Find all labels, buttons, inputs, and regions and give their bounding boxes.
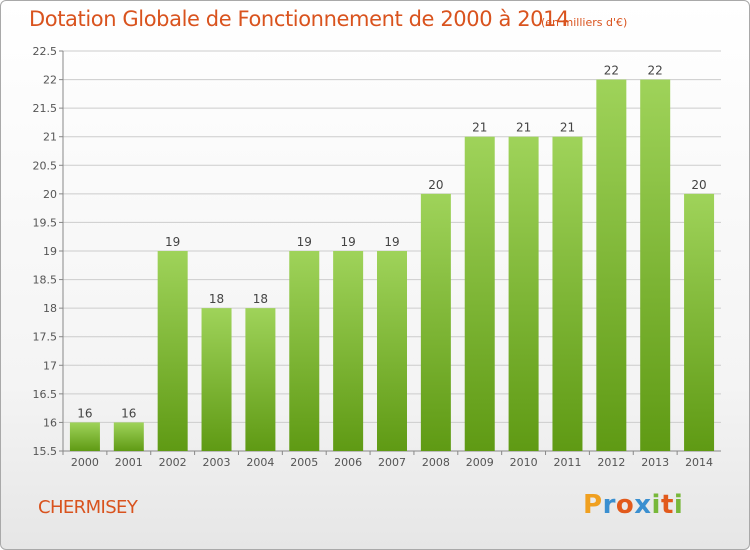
logo-letter: x (634, 490, 652, 520)
logo-letter: t (660, 490, 674, 520)
x-tick-label: 2000 (71, 456, 99, 469)
x-tick-label: 2007 (378, 456, 406, 469)
bar-2013 (640, 79, 671, 452)
bar-2003 (201, 308, 232, 451)
bar-2006 (333, 251, 364, 451)
data-label: 19 (297, 235, 312, 249)
x-tick-label: 2001 (115, 456, 143, 469)
y-tick-label: 18.5 (33, 274, 58, 287)
data-label: 19 (165, 235, 180, 249)
y-tick-label: 16.5 (33, 388, 58, 401)
y-tick-label: 15.5 (33, 445, 58, 458)
y-tick-label: 19.5 (33, 216, 58, 229)
x-tick-label: 2014 (685, 456, 713, 469)
bar-2014 (684, 193, 715, 451)
y-tick-label: 17.5 (33, 331, 58, 344)
data-label: 21 (472, 121, 487, 135)
chart-title: Dotation Globale de Fonctionnement de 20… (29, 7, 570, 31)
y-tick-label: 19 (43, 245, 57, 258)
y-tick-label: 21.5 (33, 102, 58, 115)
y-tick-label: 17 (43, 359, 57, 372)
data-label: 18 (209, 292, 224, 306)
commune-name: CHERMISEY (38, 497, 138, 518)
bar-2009 (464, 136, 495, 451)
data-label: 19 (384, 235, 399, 249)
bar-2004 (245, 308, 276, 451)
bar-2005 (289, 251, 320, 451)
x-tick-label: 2003 (203, 456, 231, 469)
y-tick-label: 22 (43, 74, 57, 87)
bar-2012 (596, 79, 627, 452)
y-tick-label: 20.5 (33, 159, 58, 172)
logo-letter: i (651, 490, 661, 520)
x-tick-label: 2002 (159, 456, 187, 469)
bar-2002 (157, 251, 188, 451)
x-tick-label: 2011 (553, 456, 581, 469)
bar-2011 (552, 136, 583, 451)
bar-2010 (508, 136, 539, 451)
data-label: 21 (560, 121, 575, 135)
x-tick-label: 2005 (290, 456, 318, 469)
data-label: 18 (253, 292, 268, 306)
chart-subtitle: (en milliers d'€) (541, 16, 628, 29)
bar-2008 (420, 193, 451, 451)
y-tick-label: 21 (43, 131, 57, 144)
x-tick-label: 2008 (422, 456, 450, 469)
logo-letter: i (673, 490, 684, 520)
x-tick-label: 2013 (641, 456, 669, 469)
x-tick-label: 2010 (510, 456, 538, 469)
data-label: 19 (340, 235, 355, 249)
bar-2001 (113, 422, 144, 451)
labels: 15.5 16 16.5 17 17.5 18 18.5 19 19.5 20 20.5 21 21.5… (33, 45, 714, 469)
data-label: 20 (691, 178, 706, 192)
data-label: 21 (516, 121, 531, 135)
y-tick-label: 22.5 (33, 45, 58, 58)
proxiti-logo[interactable]: Proxiti (583, 490, 683, 520)
x-tick-label: 2006 (334, 456, 362, 469)
bar-2000 (69, 422, 100, 451)
logo-letter: o (615, 490, 635, 520)
data-label: 22 (648, 64, 663, 78)
bars (69, 79, 715, 452)
bar-2007 (377, 251, 407, 451)
data-label: 16 (77, 406, 92, 420)
x-tick-label: 2009 (466, 456, 494, 469)
x-tick-label: 2004 (246, 456, 274, 469)
data-label: 20 (428, 178, 443, 192)
y-tick-label: 18 (43, 302, 57, 315)
logo-letter: r (602, 490, 616, 520)
y-tick-label: 20 (43, 188, 57, 201)
x-tick-label: 2012 (597, 456, 625, 469)
logo-letter: P (583, 490, 603, 520)
data-label: 22 (604, 64, 619, 78)
data-label: 16 (121, 406, 136, 420)
y-tick-label: 16 (43, 416, 57, 429)
